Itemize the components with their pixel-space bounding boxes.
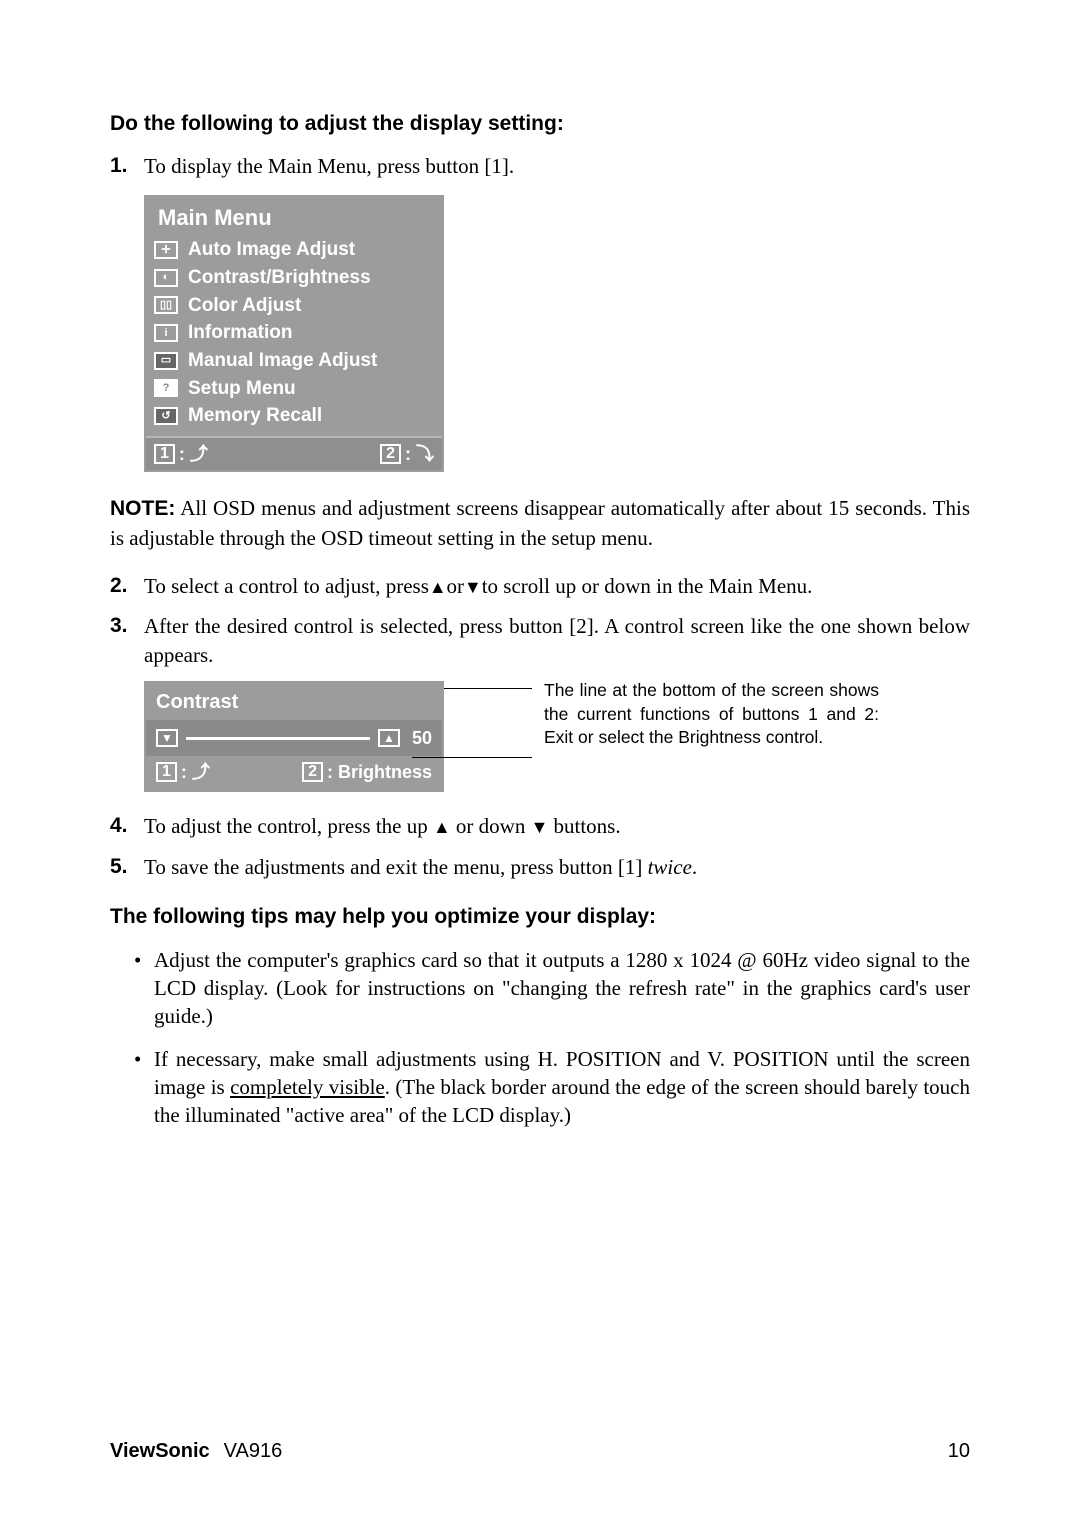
osd-slider-bar: ▼ ▲ 50: [146, 720, 442, 756]
osd-items: ✛ Auto Image Adjust ◐ Contrast/Brightnes…: [146, 236, 442, 435]
step-5-post: .: [692, 855, 697, 879]
step-3: 3. After the desired control is selected…: [110, 612, 970, 669]
step-2: 2. To select a control to adjust, press o…: [110, 572, 970, 600]
osd-c-key-1: 1 : ⤴: [156, 760, 210, 784]
osd-item-memory: ↺ Memory Recall: [154, 402, 434, 430]
osd-contrast-footer: 1 : ⤴ 2 : Brightness: [146, 756, 442, 790]
step-2-num: 2.: [110, 572, 144, 600]
step-4-pre: To adjust the control, press the up: [144, 814, 433, 838]
osd-title: Main Menu: [146, 197, 442, 237]
contrast-icon: ◐: [154, 269, 178, 287]
callout-text: The line at the bottom of the screen sho…: [544, 679, 879, 750]
footer-page-num: 10: [948, 1438, 970, 1465]
step-1: 1. To display the Main Menu, press butto…: [110, 152, 970, 180]
osd-contrast: Contrast ▼ ▲ 50 1 : ⤴ 2 : Brightness: [144, 681, 444, 793]
step-2-text: To select a control to adjust, press orto…: [144, 572, 970, 600]
tip-1-text: Adjust the computer's graphics card so t…: [154, 946, 970, 1031]
slider-down-icon: ▼: [156, 729, 178, 747]
color-icon: ▯▯: [154, 296, 178, 314]
step-4-text: To adjust the control, press the up or d…: [144, 812, 970, 840]
tip-2-text: If necessary, make small adjustments usi…: [154, 1045, 970, 1130]
heading-adjust: Do the following to adjust the display s…: [110, 110, 970, 138]
down-arrow-icon: [531, 814, 549, 838]
step-1-num: 1.: [110, 152, 144, 180]
slider-track: [186, 737, 370, 740]
osd-item-info: i Information: [154, 319, 434, 347]
osd-item-color: ▯▯ Color Adjust: [154, 292, 434, 320]
step-2-pre: To select a control to adjust, press: [144, 574, 429, 598]
tip-1: • Adjust the computer's graphics card so…: [134, 946, 970, 1031]
osd-footer: 1 : ⤴ 2 : ⤵: [146, 436, 442, 470]
note-label: NOTE:: [110, 497, 175, 520]
slider-value: 50: [408, 726, 432, 750]
down-arrow-icon: [464, 574, 482, 598]
up-arrow-icon: [433, 814, 451, 838]
step-5-ital: twice: [648, 855, 692, 879]
osd-c-key-2: 2 : Brightness: [302, 760, 432, 784]
osd-item-label: Information: [188, 320, 293, 346]
osd-item-contrast: ◐ Contrast/Brightness: [154, 264, 434, 292]
step-5-num: 5.: [110, 853, 144, 881]
enter-icon: : ⤵: [405, 442, 434, 466]
step-4-num: 4.: [110, 812, 144, 840]
footer-brand: ViewSonic: [110, 1440, 210, 1462]
step-5-text: To save the adjustments and exit the men…: [144, 853, 970, 881]
brightness-label: : Brightness: [327, 760, 432, 784]
exit-icon: : ⤴: [179, 442, 208, 466]
osd-item-label: Setup Menu: [188, 376, 296, 402]
tip-2-underline: completely visible: [230, 1075, 385, 1099]
osd-item-label: Contrast/Brightness: [188, 265, 371, 291]
note-text: All OSD menus and adjustment screens dis…: [110, 496, 970, 549]
auto-adjust-icon: ✛: [154, 241, 178, 259]
page-footer: ViewSonic VA916 10: [110, 1438, 970, 1465]
callout-leader-bottom: [412, 757, 532, 758]
key-2-box: 2: [302, 762, 323, 782]
memory-icon: ↺: [154, 407, 178, 425]
osd-item-auto: ✛ Auto Image Adjust: [154, 236, 434, 264]
osd-item-manual: ▭ Manual Image Adjust: [154, 347, 434, 375]
heading-tips: The following tips may help you optimize…: [110, 903, 970, 931]
osd-key-2: 2 : ⤵: [380, 442, 434, 466]
step-4: 4. To adjust the control, press the up o…: [110, 812, 970, 840]
key-2-box: 2: [380, 444, 401, 464]
osd-key-1: 1 : ⤴: [154, 442, 208, 466]
key-1-box: 1: [156, 762, 177, 782]
step-2-post: to scroll up or down in the Main Menu.: [482, 574, 813, 598]
note-block: NOTE: All OSD menus and adjustment scree…: [110, 494, 970, 552]
step-4-mid: or down: [451, 814, 531, 838]
footer-left: ViewSonic VA916: [110, 1438, 282, 1465]
manual-icon: ▭: [154, 352, 178, 370]
bullet-icon: •: [134, 1045, 154, 1130]
step-1-text: To display the Main Menu, press button […: [144, 152, 970, 180]
tip-2: • If necessary, make small adjustments u…: [134, 1045, 970, 1130]
setup-icon: ?: [154, 379, 178, 397]
up-arrow-icon: [429, 574, 447, 598]
osd-item-label: Memory Recall: [188, 403, 322, 429]
osd-item-label: Auto Image Adjust: [188, 237, 355, 263]
callout-leader-top: [444, 688, 532, 689]
step-5-pre: To save the adjustments and exit the men…: [144, 855, 648, 879]
osd-item-label: Manual Image Adjust: [188, 348, 377, 374]
step-5: 5. To save the adjustments and exit the …: [110, 853, 970, 881]
slider-up-icon: ▲: [378, 729, 400, 747]
bullet-icon: •: [134, 946, 154, 1031]
footer-model: VA916: [224, 1440, 283, 1462]
info-icon: i: [154, 324, 178, 342]
osd-item-setup: ? Setup Menu: [154, 375, 434, 403]
osd-main-menu: Main Menu ✛ Auto Image Adjust ◐ Contrast…: [144, 195, 444, 472]
step-3-num: 3.: [110, 612, 144, 669]
step-4-post: buttons.: [548, 814, 620, 838]
osd-item-label: Color Adjust: [188, 293, 301, 319]
step-3-text: After the desired control is selected, p…: [144, 612, 970, 669]
exit-icon: : ⤴: [181, 760, 210, 784]
osd-contrast-title: Contrast: [146, 683, 442, 720]
step-2-mid: or: [447, 574, 465, 598]
key-1-box: 1: [154, 444, 175, 464]
